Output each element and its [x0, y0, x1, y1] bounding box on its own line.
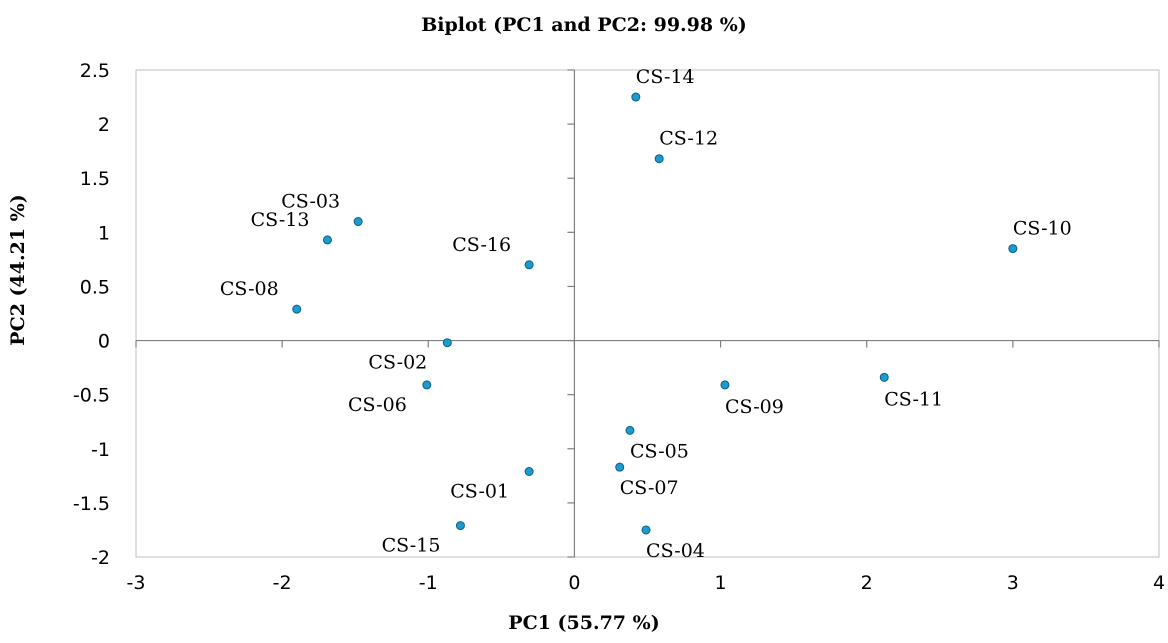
data-point	[322, 235, 332, 245]
x-tick-label: -2	[273, 572, 292, 594]
y-tick-label: 0.5	[80, 276, 110, 298]
data-point	[625, 425, 635, 435]
point-label: CS-03	[281, 191, 340, 213]
y-tick-labels: -2 -1.5 -1 -0.5 0 0.5 1 1.5 2 2.5	[73, 60, 110, 569]
data-point	[524, 260, 534, 270]
point-label: CS-16	[452, 234, 511, 256]
x-axis-title: PC1 (55.77 %)	[508, 612, 660, 634]
data-point	[631, 92, 641, 102]
point-label: CS-15	[382, 535, 441, 557]
data-point	[654, 154, 664, 164]
data-point	[353, 217, 363, 227]
y-tick-label: -1	[91, 439, 110, 461]
point-label: CS-09	[725, 396, 784, 418]
data-points	[292, 92, 1018, 535]
x-tick-label: 0	[568, 572, 580, 594]
plot-area-border	[135, 69, 1160, 558]
data-point	[524, 467, 534, 477]
point-label: CS-11	[884, 388, 943, 410]
data-point	[641, 525, 651, 535]
x-tick-label: 4	[1153, 572, 1165, 594]
x-tick-label: 3	[1007, 572, 1019, 594]
point-label: CS-08	[220, 278, 279, 300]
data-point	[442, 338, 452, 348]
y-tick-label: -0.5	[73, 385, 110, 407]
point-label: CS-05	[630, 440, 689, 462]
x-tick-label: 2	[861, 572, 873, 594]
y-tick-label: 0	[98, 331, 110, 353]
x-tick-label: -3	[127, 572, 146, 594]
point-label: CS-10	[1013, 218, 1072, 240]
data-point	[615, 462, 625, 472]
point-label: CS-04	[646, 540, 705, 562]
axes	[135, 69, 1160, 558]
data-point	[1008, 244, 1018, 254]
y-tick-label: 1.5	[80, 168, 110, 190]
data-point	[422, 380, 432, 390]
data-point	[455, 521, 465, 531]
point-label: CS-07	[620, 477, 679, 499]
data-point	[292, 304, 302, 314]
y-tick-label: 1	[98, 222, 110, 244]
y-tick-label: 2	[98, 114, 110, 136]
y-tick-label: -2	[91, 547, 110, 569]
point-label: CS-12	[659, 128, 718, 150]
point-label: CS-01	[450, 481, 509, 503]
point-label: CS-06	[348, 394, 407, 416]
data-point	[720, 380, 730, 390]
point-label: CS-02	[368, 352, 427, 374]
x-tick-label: 1	[715, 572, 727, 594]
y-tick-label: -1.5	[73, 493, 110, 515]
x-tick-label: -1	[419, 572, 438, 594]
point-label: CS-13	[251, 209, 310, 231]
x-tick-labels: -3 -2 -1 0 1 2 3 4	[127, 572, 1166, 594]
y-tick-label: 2.5	[80, 60, 110, 82]
data-point	[879, 372, 889, 382]
chart-title: Biplot (PC1 and PC2: 99.98 %)	[421, 14, 747, 36]
point-label: CS-14	[636, 66, 695, 88]
